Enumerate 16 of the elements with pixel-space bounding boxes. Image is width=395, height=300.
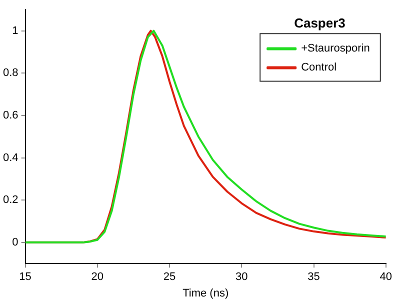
x-tick-label: 30	[236, 271, 248, 284]
x-tick-label: 15	[19, 271, 32, 284]
x-tick-label: 35	[308, 271, 320, 284]
y-tick-label: 0.4	[2, 152, 18, 164]
legend-label: Control	[301, 62, 337, 74]
x-axis-title: Time (ns)	[182, 287, 229, 300]
y-tick-label: 0.8	[2, 67, 18, 80]
y-tick-label: 1	[12, 24, 18, 37]
x-tick-label: 20	[91, 271, 104, 284]
y-tick-label: 0.2	[2, 194, 18, 206]
y-tick-label: 0	[12, 236, 18, 248]
y-tick-label: 0.6	[2, 109, 18, 122]
x-tick-label: 40	[380, 271, 392, 284]
x-tick-label: 25	[163, 271, 176, 284]
legend-label: +Staurosporin	[301, 42, 370, 55]
legend-title: Casper3	[294, 16, 346, 31]
